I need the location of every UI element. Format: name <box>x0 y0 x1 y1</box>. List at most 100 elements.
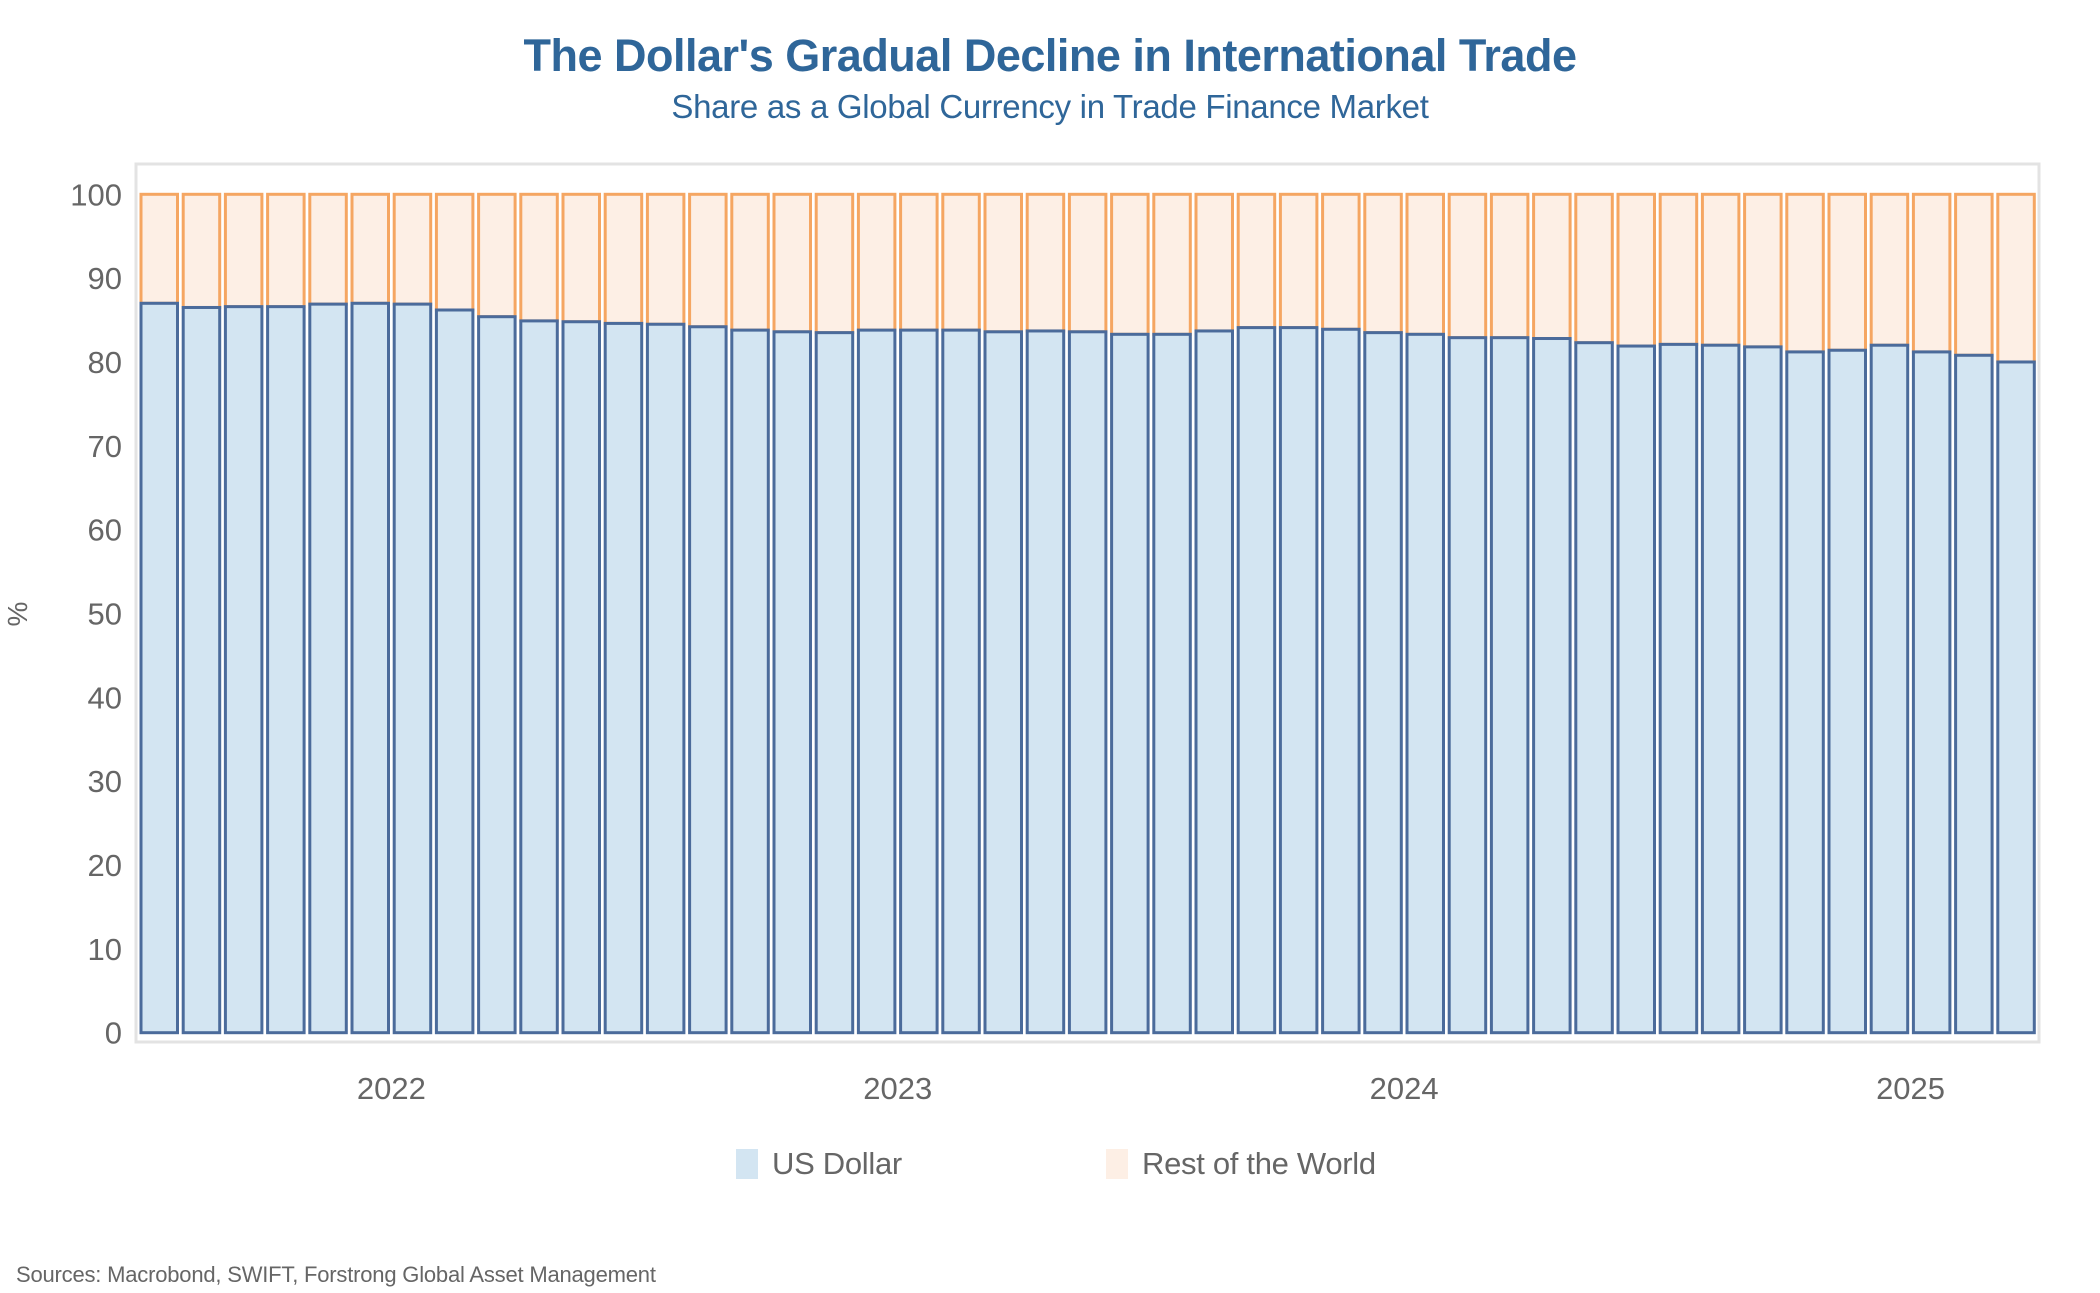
y-axis-label: % <box>2 602 33 627</box>
bar-us-dollar <box>181 305 222 1035</box>
y-tick-label: 80 <box>88 345 122 380</box>
bar-rest-of-the-world <box>1110 192 1150 336</box>
bar-us-dollar <box>730 328 770 1035</box>
bar-rest-of-the-world <box>899 192 939 332</box>
bar-rest-of-the-world <box>1489 192 1530 340</box>
bar-us-dollar <box>139 301 179 1035</box>
bar-us-dollar <box>1067 330 1108 1035</box>
y-tick-label: 20 <box>88 848 122 883</box>
y-tick-label: 90 <box>88 261 122 296</box>
bar-us-dollar <box>814 331 855 1035</box>
bar-us-dollar <box>1321 327 1361 1035</box>
x-tick-label: 2022 <box>357 1071 426 1106</box>
bar-rest-of-the-world <box>603 192 644 325</box>
bar-us-dollar <box>1532 337 1572 1035</box>
legend-swatch-rest-of-the-world <box>1106 1149 1128 1179</box>
bar-us-dollar <box>1785 350 1825 1035</box>
bar-us-dollar <box>603 321 644 1035</box>
bar-us-dollar <box>1489 336 1530 1035</box>
bar-rest-of-the-world <box>1827 192 1867 352</box>
bar-us-dollar <box>1996 360 2036 1035</box>
bar-rest-of-the-world <box>688 192 728 329</box>
y-axis-ticks: 0 10 20 30 40 50 60 70 80 90 100 <box>70 177 122 1050</box>
bar-rest-of-the-world <box>1405 192 1445 336</box>
y-tick-label: 40 <box>88 680 122 715</box>
y-tick-label: 60 <box>88 513 122 548</box>
bar-rest-of-the-world <box>223 192 264 309</box>
bar-us-dollar <box>1574 341 1614 1035</box>
bar-rest-of-the-world <box>730 192 770 332</box>
bar-rest-of-the-world <box>1236 192 1277 330</box>
legend-item-us-dollar[interactable]: US Dollar <box>736 1146 902 1182</box>
bar-rest-of-the-world <box>772 192 812 334</box>
x-tick-label: 2024 <box>1370 1071 1439 1106</box>
bar-us-dollar <box>899 328 939 1035</box>
bar-us-dollar <box>1236 326 1277 1035</box>
bar-us-dollar <box>434 308 475 1035</box>
bar-us-dollar <box>350 301 390 1035</box>
bar-us-dollar <box>519 319 559 1035</box>
x-tick-label: 2025 <box>1876 1071 1945 1106</box>
bar-us-dollar <box>1743 345 1783 1035</box>
bar-us-dollar <box>266 305 306 1035</box>
bar-us-dollar <box>1110 332 1150 1035</box>
bar-rest-of-the-world <box>1743 192 1783 349</box>
bar-rest-of-the-world <box>477 192 517 319</box>
bar-rest-of-the-world <box>1278 192 1319 330</box>
bar-us-dollar <box>856 328 897 1035</box>
bar-rest-of-the-world <box>1532 192 1572 341</box>
bar-us-dollar <box>1869 343 1910 1035</box>
bar-rest-of-the-world <box>1911 192 1952 354</box>
y-tick-label: 70 <box>88 429 122 464</box>
legend-item-rest-of-the-world[interactable]: Rest of the World <box>1106 1146 1376 1182</box>
chart-title: The Dollar's Gradual Decline in Internat… <box>523 30 1577 81</box>
bar-rest-of-the-world <box>1954 192 1994 357</box>
bar-rest-of-the-world <box>308 192 348 306</box>
bar-rest-of-the-world <box>814 192 855 335</box>
bar-us-dollar <box>1616 344 1656 1035</box>
bar-rest-of-the-world <box>1152 192 1192 336</box>
bar-us-dollar <box>1700 343 1741 1035</box>
bar-us-dollar <box>645 322 686 1035</box>
bar-us-dollar <box>941 328 981 1035</box>
plot-frame <box>134 162 2041 1044</box>
bar-us-dollar <box>1658 342 1699 1035</box>
bar-us-dollar <box>561 320 601 1035</box>
bar-us-dollar <box>1954 353 1994 1035</box>
y-tick-label: 100 <box>70 177 122 212</box>
bar-rest-of-the-world <box>392 192 433 306</box>
bar-rest-of-the-world <box>1700 192 1741 347</box>
bar-rest-of-the-world <box>561 192 601 324</box>
bar-us-dollar <box>688 325 728 1035</box>
bar-us-dollar <box>1278 326 1319 1035</box>
bar-us-dollar <box>1911 350 1952 1035</box>
bar-us-dollar <box>983 330 1023 1035</box>
bars-group <box>139 192 2036 1035</box>
bar-us-dollar <box>1152 332 1192 1035</box>
bar-rest-of-the-world <box>434 192 475 312</box>
y-tick-label: 0 <box>105 1016 122 1051</box>
y-tick-label: 10 <box>88 932 122 967</box>
bar-rest-of-the-world <box>1025 192 1066 333</box>
bar-us-dollar <box>308 302 348 1035</box>
bar-us-dollar <box>392 302 433 1035</box>
bar-rest-of-the-world <box>1321 192 1361 331</box>
bar-us-dollar <box>1447 336 1488 1035</box>
bar-rest-of-the-world <box>519 192 559 323</box>
legend-label-rest-of-the-world: Rest of the World <box>1142 1146 1376 1181</box>
x-axis-ticks: 2022 2023 2024 2025 <box>357 1071 1945 1106</box>
bar-us-dollar <box>223 305 264 1035</box>
chart-subtitle: Share as a Global Currency in Trade Fina… <box>671 88 1429 125</box>
bar-us-dollar <box>477 315 517 1035</box>
bar-rest-of-the-world <box>1996 192 2036 364</box>
bar-rest-of-the-world <box>266 192 306 309</box>
bar-us-dollar <box>1363 331 1403 1035</box>
bar-rest-of-the-world <box>941 192 981 332</box>
bar-us-dollar <box>1405 332 1445 1035</box>
bar-rest-of-the-world <box>1574 192 1614 345</box>
source-note: Sources: Macrobond, SWIFT, Forstrong Glo… <box>16 1262 656 1287</box>
bar-rest-of-the-world <box>1363 192 1403 335</box>
bar-rest-of-the-world <box>1447 192 1488 340</box>
y-tick-label: 50 <box>88 597 122 632</box>
